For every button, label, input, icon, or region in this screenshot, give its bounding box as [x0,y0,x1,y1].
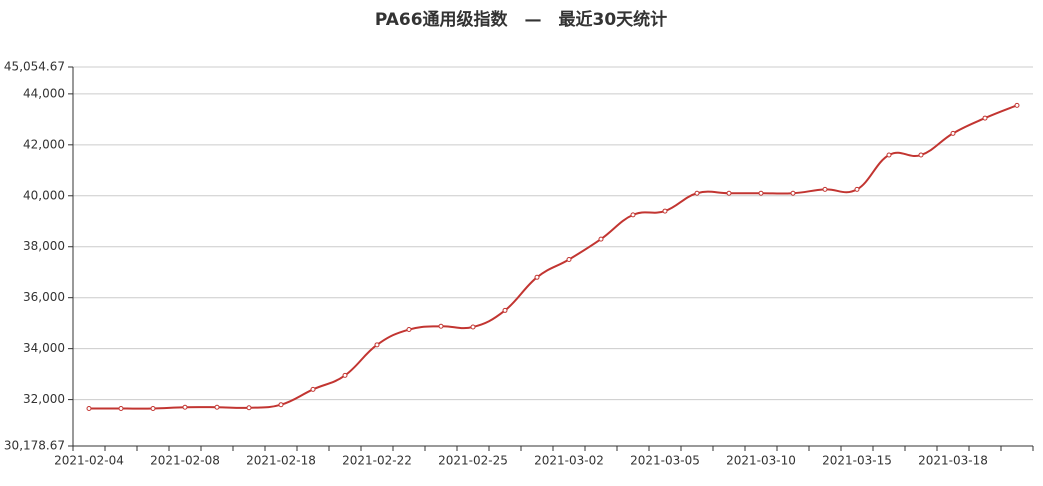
point [726,190,732,196]
point [118,406,124,412]
x-tick-label: 2021-02-25 [438,454,508,468]
y-tick-label: 40,000 [23,188,65,202]
y-tick-label: 45,054.67 [4,60,65,74]
point [694,190,700,196]
point [246,405,252,411]
x-tick-label: 2021-02-04 [54,454,124,468]
point [214,404,220,410]
point [86,406,92,412]
point [854,186,860,192]
point [982,115,988,121]
x-tick-label: 2021-03-02 [534,454,604,468]
point [662,208,668,214]
point [150,406,156,412]
y-tick-label: 44,000 [23,86,65,100]
y-tick-label: 30,178.67 [4,439,65,453]
point [502,307,508,313]
y-tick-label: 32,000 [23,392,65,406]
point [406,327,412,333]
x-tick-label: 2021-02-08 [150,454,220,468]
y-tick-label: 36,000 [23,290,65,304]
y-tick-label: 38,000 [23,239,65,253]
x-tick-label: 2021-03-18 [918,454,988,468]
point [598,236,604,242]
point [342,372,348,378]
point [822,186,828,192]
point [758,190,764,196]
chart-title: PA66通用级指数 — 最近30天统计 [375,9,667,30]
point [630,212,636,218]
point [790,190,796,196]
point [278,402,284,408]
point [1014,102,1020,108]
x-tick-label: 2021-03-10 [726,454,796,468]
point [182,404,188,410]
point [374,342,380,348]
point [310,386,316,392]
line [89,104,1018,410]
x-tick-label: 2021-03-15 [822,454,892,468]
x-tick-label: 2021-02-22 [342,454,412,468]
y-tick-label: 42,000 [23,137,65,151]
y-tick-label: 34,000 [23,341,65,355]
point [470,324,476,330]
point [566,256,572,262]
point [886,152,892,158]
point [534,274,540,280]
point [438,323,444,329]
point [950,130,956,136]
point [918,152,924,158]
x-tick-label: 2021-03-05 [630,454,700,468]
x-tick-label: 2021-02-18 [246,454,316,468]
